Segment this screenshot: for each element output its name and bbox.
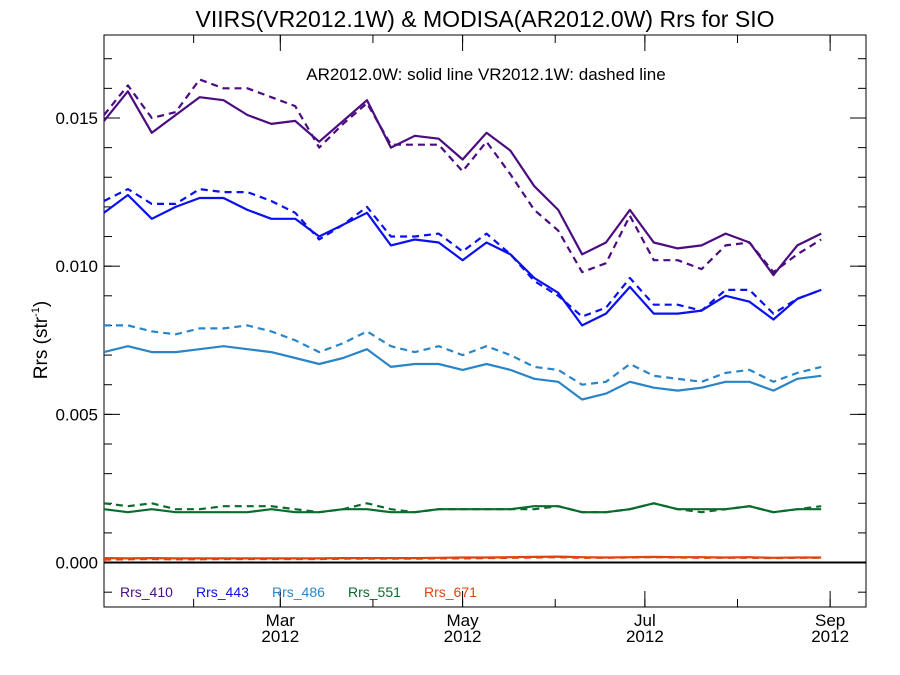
y-tick-label: 0.010 xyxy=(55,257,98,276)
y-tick-label: 0.015 xyxy=(55,109,98,128)
x-tick-label-year: 2012 xyxy=(626,627,664,646)
x-tick-label-month: Mar xyxy=(266,611,296,630)
legend-item-rrs-410: Rrs_410 xyxy=(120,584,173,600)
series-line-rrs-486-solid xyxy=(103,345,822,401)
y-axis-title-end: ) xyxy=(31,301,52,307)
y-axis-title-main: Rrs (str xyxy=(31,316,52,379)
legend: Rrs_410 Rrs_443 Rrs_486 Rrs_551 Rrs_671 xyxy=(120,584,477,600)
x-tick-label-year: 2012 xyxy=(261,627,299,646)
series-lines xyxy=(103,78,822,561)
x-tick-label-month: May xyxy=(447,611,480,630)
x-tick-label-year: 2012 xyxy=(811,627,849,646)
line-style-annotation: AR2012.0W: solid line VR2012.1W: dashed … xyxy=(306,65,665,84)
series-line-rrs-443-dashed xyxy=(103,188,822,318)
series-line-rrs-486-dashed xyxy=(104,324,822,386)
y-axis-title: Rrs (str-1) xyxy=(30,301,52,379)
plot-frame xyxy=(103,34,867,608)
legend-item-rrs-671: Rrs_671 xyxy=(424,584,477,600)
x-tick-label-month: Sep xyxy=(815,611,845,630)
series-line-rrs-410-dashed xyxy=(103,78,822,274)
y-axis-ticks: 0.000 0.005 0.010 0.015 xyxy=(55,58,866,593)
series-line-rrs-410-solid xyxy=(103,90,822,277)
series-line-rrs-443-solid xyxy=(103,193,822,327)
y-tick-label: 0.005 xyxy=(55,405,98,424)
legend-item-rrs-486: Rrs_486 xyxy=(272,584,325,600)
y-axis-title-sup: -1 xyxy=(30,307,42,317)
y-axis-title-text: Rrs (str-1) xyxy=(30,301,52,379)
chart-title: VIIRS(VR2012.1W) & MODISA(AR2012.0W) Rrs… xyxy=(196,6,775,32)
series-line-rrs-671-solid xyxy=(103,555,822,560)
legend-item-rrs-551: Rrs_551 xyxy=(348,584,401,600)
legend-item-rrs-443: Rrs_443 xyxy=(196,584,249,600)
x-tick-label-month: Jul xyxy=(634,611,656,630)
series-line-rrs-551-dashed xyxy=(103,502,822,514)
x-tick-label-year: 2012 xyxy=(444,627,482,646)
y-tick-label: 0.000 xyxy=(55,554,98,573)
